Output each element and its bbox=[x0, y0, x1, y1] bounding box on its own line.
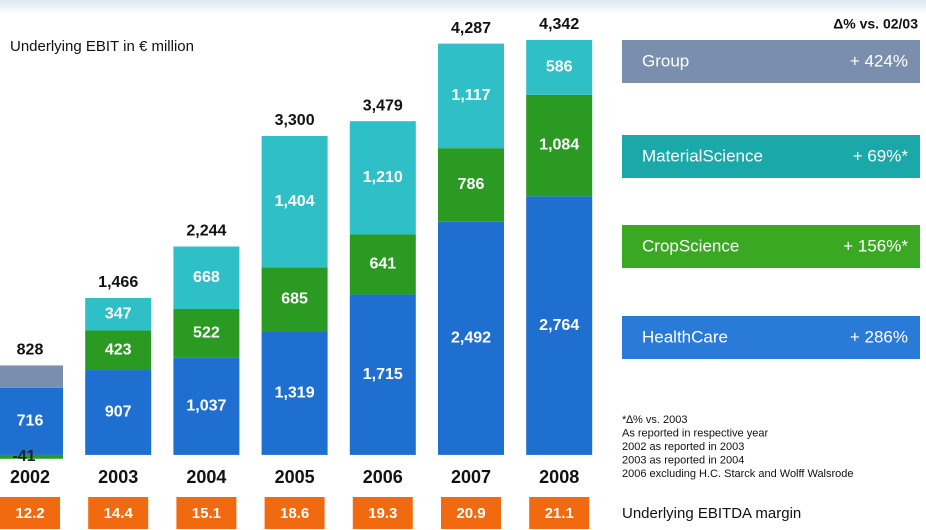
segment-label: 1,037 bbox=[186, 398, 226, 415]
change-header: Δ% vs. 02/03 bbox=[833, 16, 918, 32]
legend-name: CropScience bbox=[642, 236, 739, 255]
margin-value: 15.1 bbox=[192, 505, 221, 522]
bar-segment bbox=[349, 121, 416, 235]
x-tick-label: 2002 bbox=[10, 467, 50, 487]
x-tick-label: 2004 bbox=[186, 467, 226, 487]
segment-label: 1,210 bbox=[363, 169, 403, 186]
segment-label: 347 bbox=[105, 305, 132, 322]
bar-segment bbox=[438, 43, 504, 149]
legend-change: + 156%* bbox=[843, 236, 908, 255]
segment-label: 423 bbox=[105, 341, 132, 358]
legend-box bbox=[622, 316, 920, 359]
segment-label: 1,319 bbox=[275, 384, 315, 401]
bar-segment bbox=[0, 454, 63, 459]
margin-value: 19.3 bbox=[368, 505, 397, 522]
margin-value: 18.6 bbox=[280, 505, 309, 522]
margin-value: 20.9 bbox=[456, 505, 485, 522]
segment-label: 907 bbox=[105, 404, 132, 421]
bar-segment bbox=[526, 94, 593, 197]
legend-name: HealthCare bbox=[642, 327, 728, 346]
chart-title: Underlying EBIT in € million bbox=[10, 38, 194, 55]
margin-label: Underlying EBITDA margin bbox=[622, 505, 801, 522]
margin-box bbox=[264, 497, 325, 529]
segment-label: 1,715 bbox=[363, 366, 403, 383]
segment-label: 1,404 bbox=[275, 193, 315, 210]
margin-value: 14.4 bbox=[104, 505, 134, 522]
margin-box bbox=[441, 497, 501, 529]
segment-label: 2,492 bbox=[451, 330, 491, 347]
bar-segment bbox=[85, 370, 152, 455]
x-tick-label: 2007 bbox=[451, 467, 491, 487]
bar-segment bbox=[173, 309, 240, 358]
bar-segment bbox=[261, 267, 328, 332]
segment-label: 522 bbox=[193, 325, 220, 342]
margin-value: 12.2 bbox=[15, 505, 44, 522]
bar-segment bbox=[261, 331, 328, 455]
total-label: 3,300 bbox=[275, 112, 315, 129]
bar-segment bbox=[349, 234, 416, 295]
bar-segment bbox=[349, 294, 416, 455]
segment-label: 685 bbox=[281, 291, 308, 308]
footnote: 2003 as reported in 2004 bbox=[622, 454, 744, 466]
segment-label: 668 bbox=[193, 269, 220, 286]
legend-name: MaterialScience bbox=[642, 146, 763, 165]
segment-label: 1,117 bbox=[451, 87, 490, 104]
legend-box bbox=[622, 135, 920, 178]
footnote: As reported in respective year bbox=[622, 427, 768, 439]
bar-segment bbox=[173, 357, 240, 455]
total-label: 3,479 bbox=[363, 97, 403, 114]
x-tick-label: 2008 bbox=[539, 467, 579, 487]
legend-change: + 69%* bbox=[853, 146, 909, 165]
total-label: 2,244 bbox=[186, 223, 226, 240]
total-label: 4,287 bbox=[451, 20, 491, 37]
bar-segment bbox=[173, 246, 240, 310]
bar-segment bbox=[85, 330, 152, 371]
footnote: 2006 excluding H.C. Starck and Wolff Wal… bbox=[622, 468, 854, 480]
x-tick-label: 2006 bbox=[363, 467, 403, 487]
total-label: 828 bbox=[17, 342, 44, 359]
segment-label: 1,084 bbox=[539, 137, 579, 154]
bar-segment bbox=[0, 365, 63, 388]
bar-segment bbox=[526, 39, 593, 95]
bar-segment bbox=[261, 135, 328, 268]
header-band bbox=[0, 0, 926, 14]
segment-label: -41 bbox=[12, 448, 35, 465]
margin-box bbox=[352, 497, 413, 529]
bar-segment bbox=[438, 148, 504, 222]
legend-name: Group bbox=[642, 51, 689, 70]
margin-box bbox=[529, 497, 590, 529]
total-label: 1,466 bbox=[98, 274, 138, 291]
x-tick-label: 2005 bbox=[275, 467, 315, 487]
segment-label: 641 bbox=[369, 256, 396, 273]
segment-label: 716 bbox=[17, 413, 44, 430]
margin-box bbox=[176, 497, 237, 529]
margin-box bbox=[0, 497, 60, 529]
margin-box bbox=[88, 497, 149, 529]
legend-box bbox=[622, 225, 920, 268]
bar-segment bbox=[438, 221, 504, 455]
legend-box bbox=[622, 40, 920, 83]
segment-label: 786 bbox=[458, 176, 485, 193]
bar-segment bbox=[85, 297, 152, 331]
margin-value: 21.1 bbox=[545, 505, 574, 522]
footnote: 2002 as reported in 2003 bbox=[622, 441, 744, 453]
legend-change: + 424% bbox=[850, 51, 908, 70]
footnote: *∆% vs. 2003 bbox=[622, 414, 687, 426]
segment-label: 2,764 bbox=[539, 317, 579, 334]
bar-segment bbox=[526, 196, 593, 455]
x-tick-label: 2003 bbox=[98, 467, 138, 487]
legend-change: + 286% bbox=[850, 327, 908, 346]
segment-label: 586 bbox=[546, 59, 573, 76]
bar-segment bbox=[0, 387, 63, 455]
total-label: 4,342 bbox=[539, 16, 579, 33]
